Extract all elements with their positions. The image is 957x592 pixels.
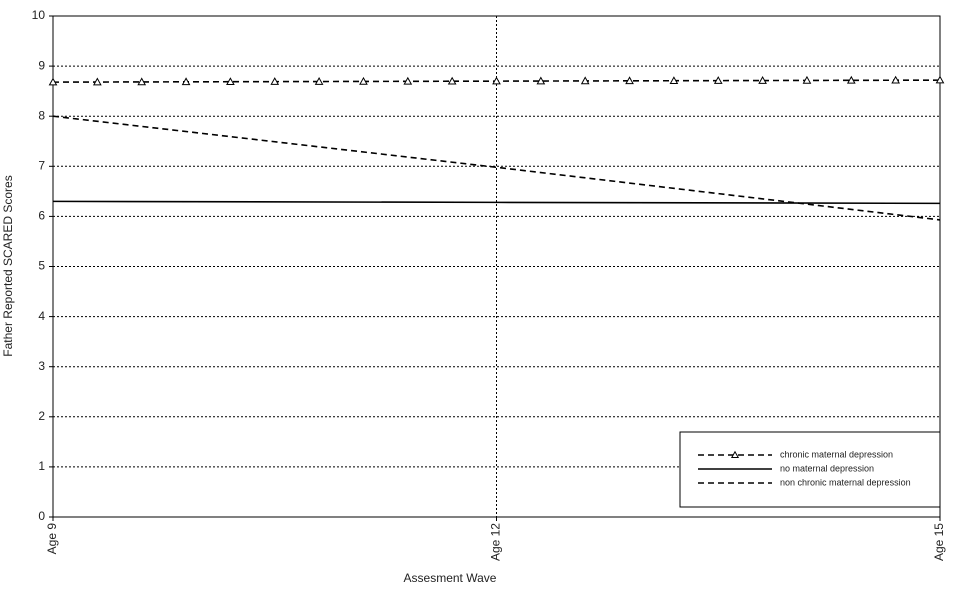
y-tick-label: 2 xyxy=(38,409,45,423)
data-marker xyxy=(270,77,280,85)
data-marker xyxy=(846,75,856,84)
y-tick-label: 8 xyxy=(38,108,45,122)
series-line xyxy=(52,115,941,221)
y-tick-label: 9 xyxy=(38,58,45,72)
data-marker xyxy=(359,76,368,85)
legend: chronic maternal depression no maternal d… xyxy=(679,431,941,508)
plot-frame xyxy=(52,15,941,518)
series-line xyxy=(52,200,941,205)
data-marker xyxy=(447,76,457,85)
data-marker xyxy=(713,76,723,84)
data-marker xyxy=(137,77,147,86)
y-tick-label: 3 xyxy=(38,359,45,373)
data-marker xyxy=(891,75,900,84)
y-tick-label: 6 xyxy=(38,209,45,223)
y-axis-title: Father Reported SCARED Scores xyxy=(1,175,15,356)
x-axis-title: Assesment Wave xyxy=(404,571,497,585)
legend-label: non chronic maternal depression xyxy=(780,477,911,487)
data-marker xyxy=(403,76,413,85)
data-marker xyxy=(935,75,945,84)
data-marker xyxy=(580,76,590,85)
data-marker xyxy=(314,77,324,85)
y-tick-label: 4 xyxy=(38,309,45,323)
x-tick-label: Age 9 xyxy=(45,523,59,555)
data-marker xyxy=(93,77,102,86)
data-marker xyxy=(226,77,235,86)
data-marker xyxy=(181,77,191,86)
data-marker xyxy=(536,76,546,85)
y-tick-label: 7 xyxy=(38,158,45,172)
data-marker xyxy=(48,77,58,86)
y-tick-label: 1 xyxy=(38,459,45,473)
y-tick-label: 5 xyxy=(38,259,45,273)
x-tick-label: Age 15 xyxy=(932,523,946,561)
legend-marker xyxy=(730,450,740,459)
legend-label: chronic maternal depression xyxy=(780,449,893,459)
data-marker xyxy=(625,76,634,85)
data-marker xyxy=(492,76,501,85)
x-tick-label: Age 12 xyxy=(489,523,503,561)
y-tick-label: 0 xyxy=(38,509,45,523)
legend-label: no maternal depression xyxy=(780,463,874,473)
y-tick-label: 10 xyxy=(32,8,46,22)
data-marker xyxy=(758,75,767,84)
data-marker xyxy=(802,75,812,84)
data-marker xyxy=(669,76,679,85)
